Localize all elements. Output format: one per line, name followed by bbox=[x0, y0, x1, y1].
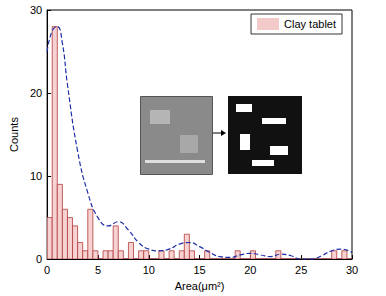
svg-text:0: 0 bbox=[44, 264, 50, 276]
svg-text:25: 25 bbox=[295, 264, 307, 276]
svg-text:Counts: Counts bbox=[8, 117, 20, 152]
svg-text:20: 20 bbox=[30, 87, 42, 99]
svg-text:Clay tablet: Clay tablet bbox=[284, 18, 336, 30]
svg-text:Area(μm²): Area(μm²) bbox=[175, 280, 225, 292]
svg-text:20: 20 bbox=[244, 264, 256, 276]
svg-text:0: 0 bbox=[36, 253, 42, 265]
svg-text:5: 5 bbox=[95, 264, 101, 276]
svg-text:30: 30 bbox=[346, 264, 358, 276]
svg-text:10: 10 bbox=[143, 264, 155, 276]
svg-text:10: 10 bbox=[30, 170, 42, 182]
svg-text:15: 15 bbox=[193, 264, 205, 276]
svg-text:30: 30 bbox=[30, 4, 42, 16]
